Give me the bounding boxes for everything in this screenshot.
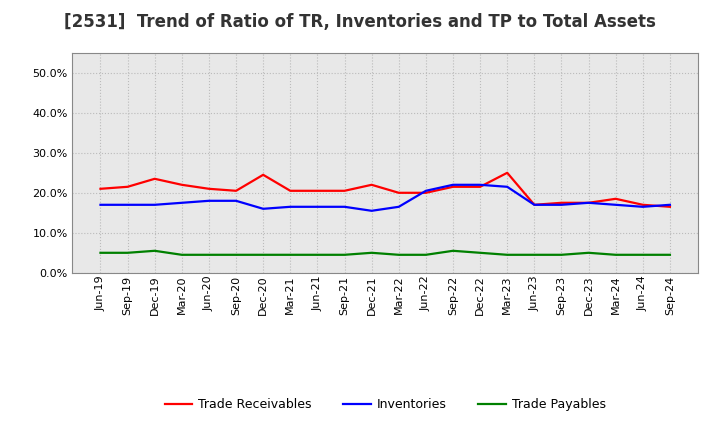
Trade Payables <box>557 252 566 257</box>
Inventories <box>150 202 159 207</box>
Trade Payables <box>611 252 620 257</box>
Trade Receivables <box>341 188 349 194</box>
Trade Payables <box>204 252 213 257</box>
Inventories <box>639 204 647 209</box>
Trade Payables <box>232 252 240 257</box>
Inventories <box>530 202 539 207</box>
Trade Receivables <box>395 190 403 195</box>
Line: Trade Payables: Trade Payables <box>101 251 670 255</box>
Trade Payables <box>665 252 674 257</box>
Trade Payables <box>530 252 539 257</box>
Trade Receivables <box>259 172 268 177</box>
Inventories <box>204 198 213 203</box>
Inventories <box>259 206 268 212</box>
Trade Payables <box>476 250 485 256</box>
Trade Payables <box>286 252 294 257</box>
Inventories <box>421 188 430 194</box>
Trade Receivables <box>584 200 593 205</box>
Inventories <box>395 204 403 209</box>
Trade Receivables <box>204 186 213 191</box>
Trade Payables <box>178 252 186 257</box>
Trade Receivables <box>639 202 647 207</box>
Trade Receivables <box>665 204 674 209</box>
Trade Receivables <box>503 170 511 176</box>
Inventories <box>341 204 349 209</box>
Trade Payables <box>421 252 430 257</box>
Line: Inventories: Inventories <box>101 185 670 211</box>
Trade Payables <box>395 252 403 257</box>
Text: [2531]  Trend of Ratio of TR, Inventories and TP to Total Assets: [2531] Trend of Ratio of TR, Inventories… <box>64 13 656 31</box>
Inventories <box>232 198 240 203</box>
Trade Payables <box>259 252 268 257</box>
Trade Receivables <box>150 176 159 181</box>
Trade Payables <box>150 248 159 253</box>
Trade Payables <box>584 250 593 256</box>
Inventories <box>313 204 322 209</box>
Inventories <box>286 204 294 209</box>
Trade Receivables <box>449 184 457 190</box>
Inventories <box>96 202 105 207</box>
Trade Receivables <box>476 184 485 190</box>
Line: Trade Receivables: Trade Receivables <box>101 173 670 207</box>
Inventories <box>123 202 132 207</box>
Inventories <box>178 200 186 205</box>
Trade Receivables <box>123 184 132 190</box>
Trade Receivables <box>611 196 620 202</box>
Trade Receivables <box>313 188 322 194</box>
Inventories <box>476 182 485 187</box>
Trade Receivables <box>96 186 105 191</box>
Trade Payables <box>313 252 322 257</box>
Trade Payables <box>639 252 647 257</box>
Trade Payables <box>503 252 511 257</box>
Trade Receivables <box>421 190 430 195</box>
Trade Receivables <box>232 188 240 194</box>
Trade Payables <box>449 248 457 253</box>
Trade Receivables <box>286 188 294 194</box>
Inventories <box>449 182 457 187</box>
Trade Payables <box>367 250 376 256</box>
Inventories <box>584 200 593 205</box>
Inventories <box>611 202 620 207</box>
Trade Payables <box>123 250 132 256</box>
Inventories <box>503 184 511 190</box>
Trade Receivables <box>367 182 376 187</box>
Trade Receivables <box>178 182 186 187</box>
Inventories <box>367 208 376 213</box>
Inventories <box>557 202 566 207</box>
Legend: Trade Receivables, Inventories, Trade Payables: Trade Receivables, Inventories, Trade Pa… <box>160 393 611 416</box>
Inventories <box>665 202 674 207</box>
Trade Payables <box>341 252 349 257</box>
Trade Payables <box>96 250 105 256</box>
Trade Receivables <box>557 200 566 205</box>
Trade Receivables <box>530 202 539 207</box>
